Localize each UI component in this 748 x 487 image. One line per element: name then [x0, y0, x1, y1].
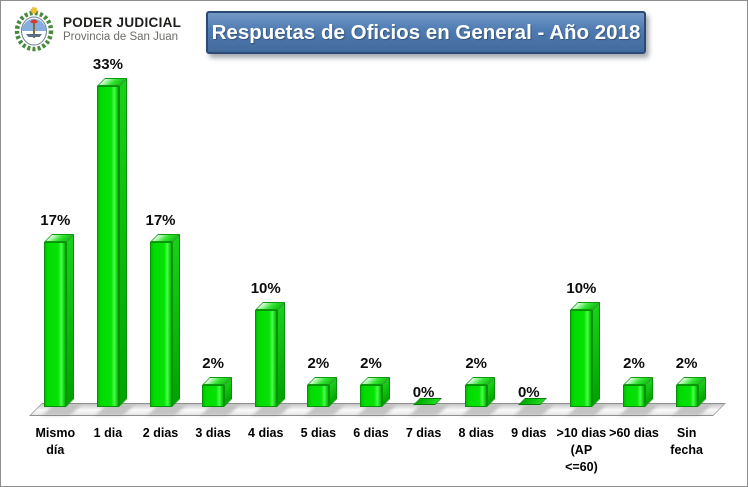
category-label: 2 dias: [142, 426, 179, 440]
bar-floor-shadow: [43, 406, 81, 415]
bar-value-label: 2%: [675, 355, 698, 372]
category-axis: Mismo día 1 dia 2 dias 3 dias 4 dias 5 dias 6 …: [29, 425, 713, 476]
bar-value-label: 2%: [202, 355, 224, 372]
category-label: >60 dias: [609, 426, 659, 440]
org-subtitle: Provincia de San Juan: [63, 31, 179, 43]
category-label: 4 dias: [248, 426, 284, 440]
bar-front-face: [675, 385, 698, 407]
bar-front-face: [149, 242, 172, 407]
category-label: Mismo día: [35, 426, 76, 457]
category-slot: 0%: [397, 42, 450, 407]
bar-value-label: 0%: [517, 384, 540, 401]
bar-value-label: 2%: [360, 355, 382, 372]
org-name: PODER JUDICIAL: [63, 15, 182, 30]
bar-value-label: 2%: [623, 355, 645, 372]
chart-title-banner: Respuetas de Oficios en General - Año 20…: [206, 11, 646, 54]
bar-floor-shadow: [253, 406, 291, 415]
bar-floor-shadow: [95, 406, 133, 415]
bar-value-label: 17%: [40, 212, 71, 229]
bar-value-label: 2%: [465, 355, 488, 372]
chart-title: Respuetas de Oficios en General - Año 20…: [211, 20, 641, 44]
bar-front-face: [202, 385, 225, 407]
category-slot: 0%: [502, 42, 555, 407]
category-label: 6 dias: [353, 426, 389, 440]
bar-floor-shadow: [200, 406, 238, 415]
category-label: 3 dias: [195, 426, 231, 440]
category-slot: 2%: [608, 42, 661, 407]
bar-value-label: 10%: [250, 280, 281, 297]
bar-floor-shadow: [148, 406, 186, 415]
category-label: 1 dia: [93, 426, 123, 440]
category-slot: 2%: [187, 42, 240, 407]
category-label: 5 dias: [300, 426, 337, 440]
bar-front-face: [359, 385, 382, 407]
bar-floor-shadow: [462, 406, 500, 415]
bar-value-label: 10%: [566, 280, 597, 297]
bar-value-label: 2%: [307, 355, 330, 372]
bar-side-face: [171, 234, 180, 407]
category-slot: 2%: [660, 42, 713, 407]
category-label: >10 dias (AP <=60): [556, 426, 607, 474]
bar-front-face: [44, 242, 67, 407]
bar-front-face: [570, 310, 593, 407]
bar-floor-shadow: [305, 406, 343, 415]
bar-floor-shadow: [620, 406, 658, 415]
bar-side-face: [118, 78, 127, 407]
category-slot: 2%: [292, 42, 345, 407]
bar-floor-shadow: [567, 406, 605, 415]
category-slot: 10%: [555, 42, 608, 407]
bar-value-label: 0%: [412, 384, 435, 401]
category-slot: 2%: [345, 42, 398, 407]
category-slot: 10%: [239, 42, 292, 407]
bar-value-label: 33%: [92, 56, 123, 73]
bar-front-face: [307, 385, 330, 407]
category-label: Sin fecha: [670, 426, 703, 457]
category-label: 9 dias: [511, 426, 547, 440]
bar-side-face: [329, 377, 338, 407]
coat-of-arms-logo: [14, 7, 54, 52]
bar-value-label: 17%: [145, 212, 176, 229]
bar-floor-shadow: [358, 406, 395, 415]
category-slot: 17%: [134, 42, 187, 407]
bar-front-face: [254, 310, 277, 407]
category-label: 8 dias: [458, 426, 494, 440]
bar-floor-shadow: [410, 406, 448, 415]
bar-front-face: [96, 86, 119, 407]
bar-front-face: [623, 385, 645, 407]
bar-side-face: [66, 234, 75, 407]
bar-floor-shadow: [515, 406, 553, 415]
category-slot: 33%: [82, 42, 135, 407]
brand-block: PODER JUDICIAL Provincia de San Juan: [13, 6, 181, 52]
bar-floor-shadow: [672, 406, 710, 415]
bar-zero-marker: [517, 398, 547, 405]
category-label: 7 dias: [405, 426, 442, 440]
category-slot: 2%: [450, 42, 503, 407]
category-slot: 17%: [29, 42, 82, 407]
bar-front-face: [465, 385, 488, 407]
bars-container: 17% 33% 17% 2% 10% 2% 2% 0% 2% 0% 10% 2% 2%: [29, 42, 713, 407]
brand-text: PODER JUDICIAL Provincia de San Juan: [63, 15, 181, 43]
